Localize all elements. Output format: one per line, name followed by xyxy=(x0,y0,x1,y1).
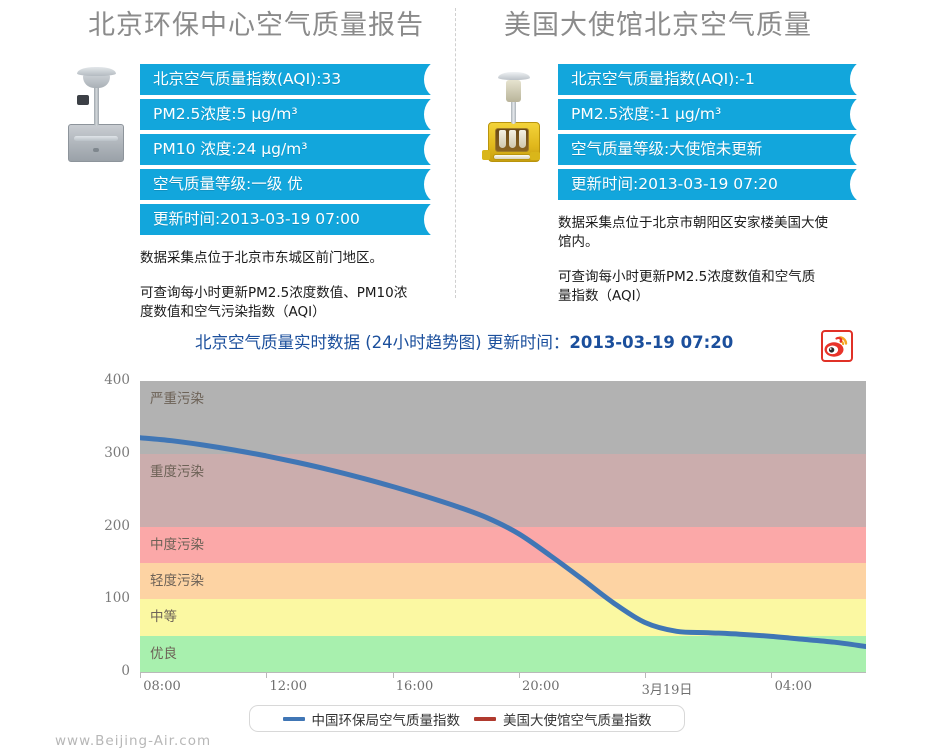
y-axis-tick: 400 xyxy=(104,372,130,388)
weibo-icon[interactable] xyxy=(821,330,853,362)
legend-swatch xyxy=(474,716,496,721)
aqi-band-label: 中度污染 xyxy=(150,536,204,553)
chart-title-time: 2013-03-19 07:20 xyxy=(569,333,734,352)
metric-ribbon-grade: 空气质量等级:大使馆未更新 xyxy=(558,134,866,165)
legend-item[interactable]: 美国大使馆空气质量指数 xyxy=(474,709,652,729)
aqi-band-label: 重度污染 xyxy=(150,463,204,480)
metric-ribbon-pm10: PM10 浓度:24 µg/m³ xyxy=(140,134,440,165)
site-watermark: www.Beijing-Air.com xyxy=(55,733,212,749)
x-axis-tick: 3月19日 xyxy=(641,683,693,698)
metric-ribbon-updated: 更新时间:2013-03-19 07:00 xyxy=(140,204,440,235)
ribbon-notch xyxy=(850,64,866,95)
legend-item[interactable]: 中国环保局空气质量指数 xyxy=(282,709,461,729)
panel-us-embassy: 美国大使馆北京空气质量 北京空气质量指数(AQI):-1 xyxy=(470,0,920,304)
y-axis-tick: 200 xyxy=(104,517,130,534)
ribbon-notch xyxy=(424,169,440,200)
x-axis-tick-mark xyxy=(645,672,647,678)
panel-title-right: 美国大使馆北京空气质量 xyxy=(504,10,812,41)
embassy-monitor-icon xyxy=(480,64,544,168)
series-lines xyxy=(140,435,866,649)
panel-beijing-epb: 北京环保中心空气质量报告 北京空气质量指数(AQI):33 PM2.5浓度:5 … xyxy=(60,0,460,320)
metric-ribbon-grade: 空气质量等级:一级 优 xyxy=(140,169,440,200)
metric-ribbons-right: 北京空气质量指数(AQI):-1 PM2.5浓度:-1 µg/m³ 空气质量等级… xyxy=(558,64,866,204)
aqi-band: 重度污染 xyxy=(140,453,866,527)
ribbon-notch xyxy=(850,134,866,165)
chart-header: 北京空气质量实时数据 (24小时趋势图) 更新时间：2013-03-19 07:… xyxy=(0,325,933,361)
aqi-band-label: 轻度污染 xyxy=(150,572,204,589)
metric-text: PM2.5浓度:-1 µg/m³ xyxy=(571,105,722,123)
ribbon-notch xyxy=(424,134,440,165)
metric-ribbon-updated: 更新时间:2013-03-19 07:20 xyxy=(558,169,866,200)
summary-panels: 北京环保中心空气质量报告 北京空气质量指数(AQI):33 PM2.5浓度:5 … xyxy=(0,0,933,320)
x-axis-tick: 08:00 xyxy=(143,679,181,694)
metric-text: 北京空气质量指数(AQI):33 xyxy=(153,70,342,88)
plot-area: 优良 中等 轻度污染 中度污染 重度污染 严重污染 xyxy=(140,381,866,672)
metric-ribbon-aqi: 北京空气质量指数(AQI):33 xyxy=(140,64,440,95)
aqi-band: 优良 xyxy=(140,635,866,672)
metric-text: 更新时间:2013-03-19 07:00 xyxy=(153,210,360,228)
aqi-band-label: 中等 xyxy=(150,609,177,626)
chart-legend[interactable]: 中国环保局空气质量指数 美国大使馆空气质量指数 xyxy=(249,705,685,732)
ribbon-notch xyxy=(850,99,866,130)
metric-text: PM2.5浓度:5 µg/m³ xyxy=(153,105,298,123)
station-description-note-right: 可查询每小时更新PM2.5浓度数值和空气质 量指数（AQI） xyxy=(558,269,816,304)
y-axis-tick: 100 xyxy=(104,590,130,607)
metric-text: 北京空气质量指数(AQI):-1 xyxy=(571,70,755,88)
x-axis-tick: 12:00 xyxy=(269,679,307,694)
y-axis-tick: 0 xyxy=(121,663,130,679)
station-location-note-left: 数据采集点位于北京市东城区前门地区。 xyxy=(140,250,383,266)
aqi-band: 中度污染 xyxy=(140,526,866,563)
metric-ribbon-aqi: 北京空气质量指数(AQI):-1 xyxy=(558,64,866,95)
aqi-band: 中等 xyxy=(140,599,866,636)
metric-ribbon-pm25: PM2.5浓度:-1 µg/m³ xyxy=(558,99,866,130)
x-axis-tick-mark xyxy=(140,672,141,678)
x-axis-tick-mark xyxy=(771,672,773,678)
x-axis-tick: 16:00 xyxy=(395,679,434,694)
y-axis-tick: 300 xyxy=(104,444,130,461)
chart-title-main: 北京空气质量实时数据 (24小时趋势图) 更新时间： xyxy=(195,333,570,352)
metric-text: PM10 浓度:24 µg/m³ xyxy=(153,140,308,158)
panel-title-left: 北京环保中心空气质量报告 xyxy=(88,10,424,41)
ribbon-notch xyxy=(424,64,440,95)
x-axis-tick: 20:00 xyxy=(522,679,560,694)
aqi-band-label: 严重污染 xyxy=(150,391,204,407)
legend-label: 中国环保局空气质量指数 xyxy=(311,712,461,729)
metric-ribbons-left: 北京空气质量指数(AQI):33 PM2.5浓度:5 µg/m³ PM10 浓度… xyxy=(140,64,440,239)
aqi-band-label: 优良 xyxy=(150,645,177,662)
aqi-band: 严重污染 xyxy=(140,381,866,454)
metric-ribbon-pm25: PM2.5浓度:5 µg/m³ xyxy=(140,99,440,130)
air-quality-station-icon xyxy=(64,62,128,166)
x-axis-tick-mark xyxy=(518,672,520,678)
aqi-band: 轻度污染 xyxy=(140,562,866,600)
x-axis-tick-mark xyxy=(266,672,268,678)
ribbon-notch xyxy=(424,204,440,235)
metric-text: 空气质量等级:大使馆未更新 xyxy=(571,140,763,158)
series-line xyxy=(140,435,866,649)
x-axis-tick-mark xyxy=(392,672,394,678)
station-description-note-left: 可查询每小时更新PM2.5浓度数值、PM10浓 度数值和空气污染指数（AQI） xyxy=(140,285,408,320)
metric-text: 更新时间:2013-03-19 07:20 xyxy=(571,175,778,193)
legend-label: 美国大使馆空气质量指数 xyxy=(503,712,652,729)
x-axis-line xyxy=(140,672,866,673)
ribbon-notch xyxy=(424,99,440,130)
legend-swatch xyxy=(282,716,305,721)
panel-divider xyxy=(455,8,456,298)
x-axis-tick: 04:00 xyxy=(774,679,813,694)
metric-text: 空气质量等级:一级 优 xyxy=(153,175,303,193)
chart-title: 北京空气质量实时数据 (24小时趋势图) 更新时间：2013-03-19 07:… xyxy=(195,325,733,361)
station-location-note-right: 数据采集点位于北京市朝阳区安家楼美国大使 馆内。 xyxy=(558,215,828,250)
ribbon-notch xyxy=(850,169,866,200)
